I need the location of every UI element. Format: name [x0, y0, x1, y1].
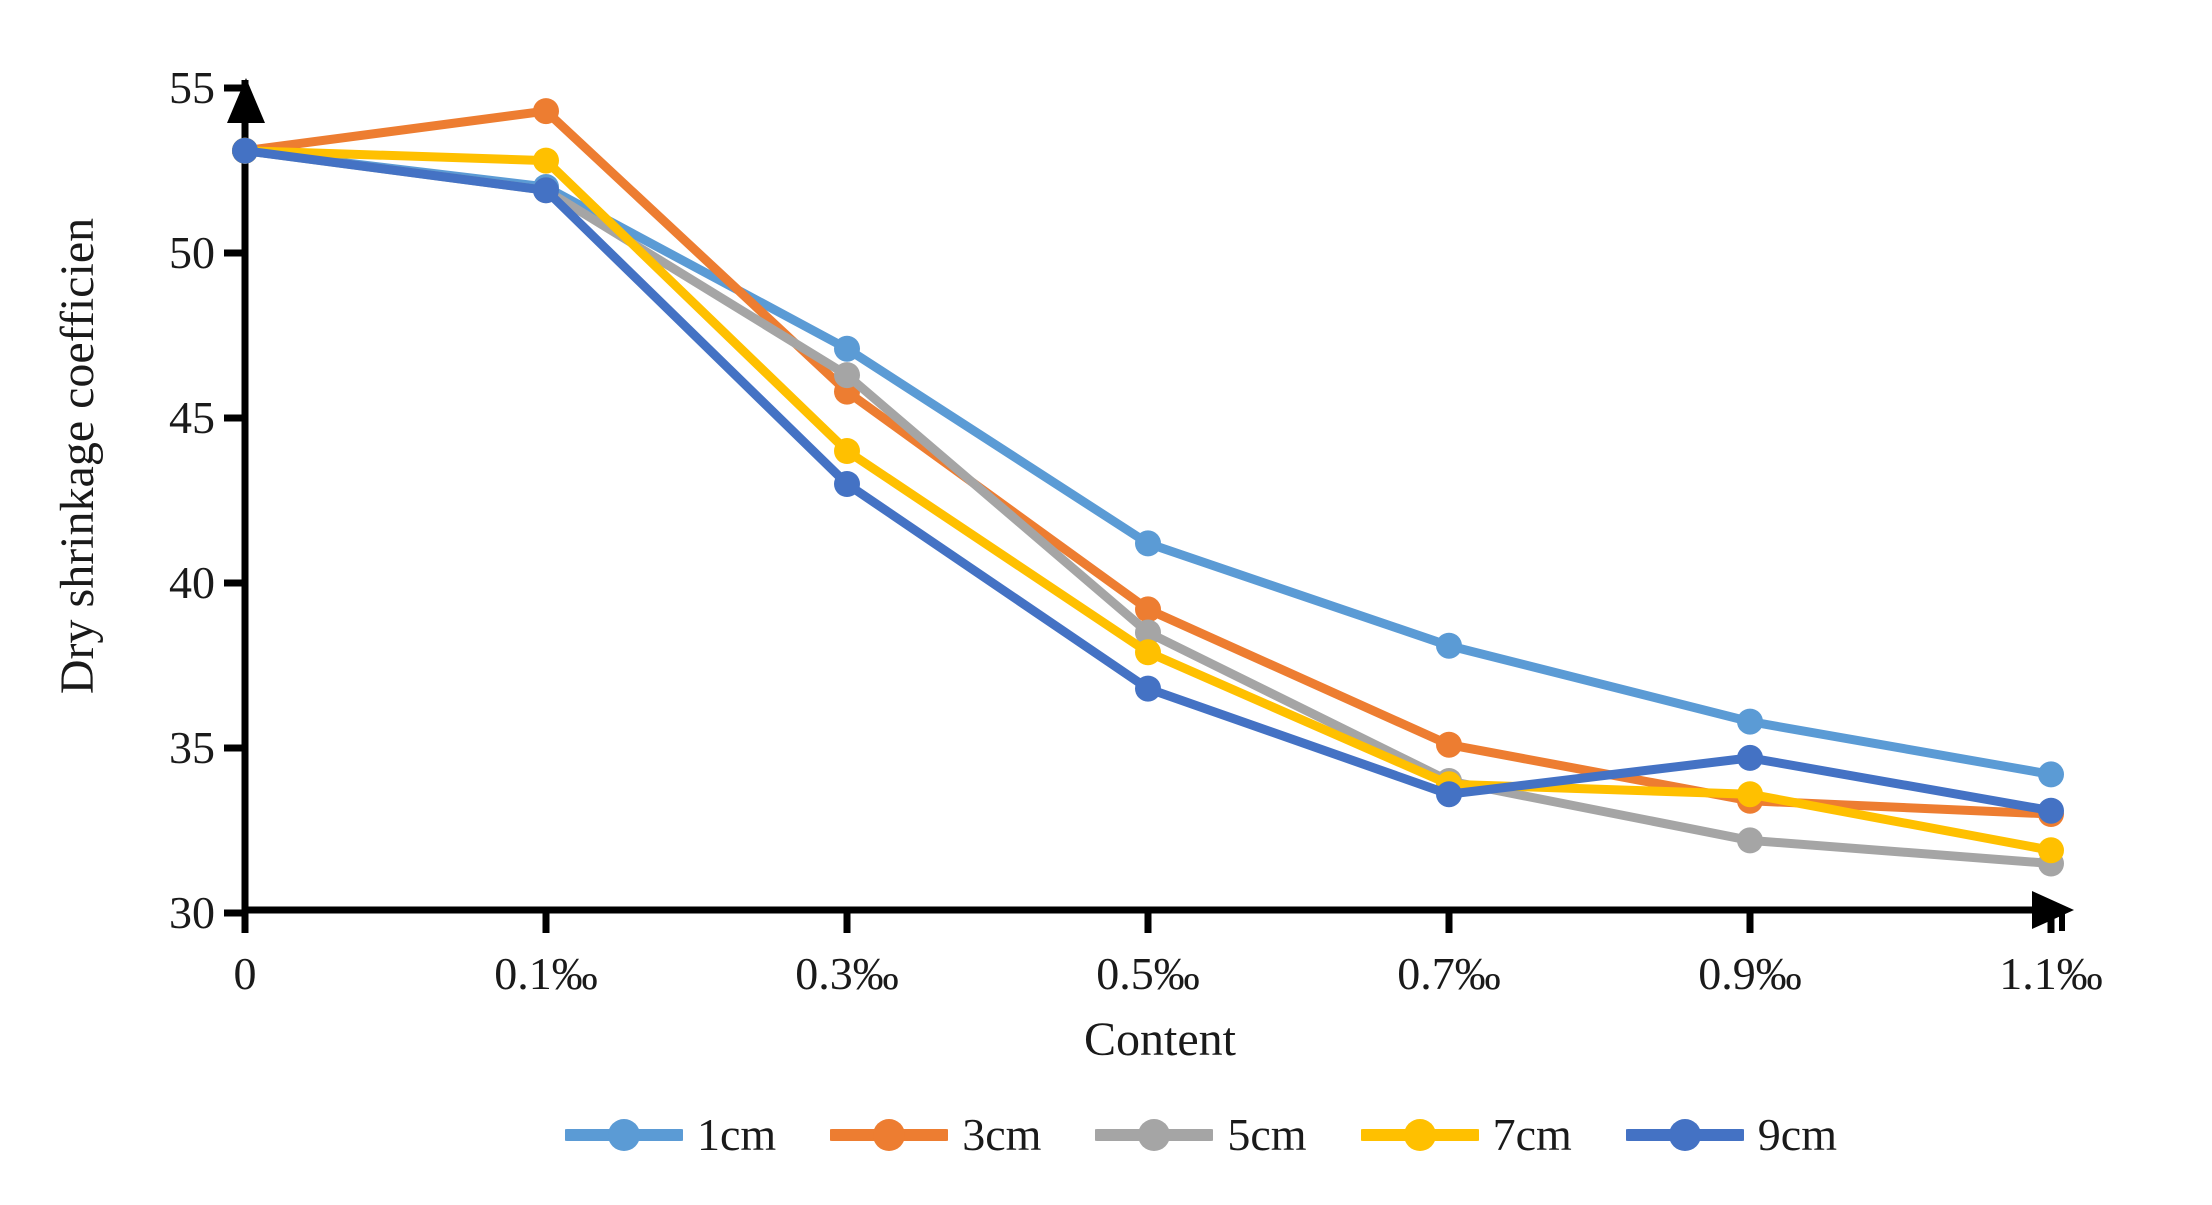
data-point-9cm-0: [232, 137, 258, 164]
data-point-7cm-0.3‰: [834, 438, 860, 464]
series-line-9cm: [240, 146, 2056, 816]
y-tick-label: 30: [169, 887, 215, 938]
legend-marker-icon: [1360, 1119, 1479, 1151]
x-tick-label: 0.1‰: [494, 948, 598, 999]
y-tick-label: 55: [169, 62, 215, 113]
data-point-7cm-0.1‰: [533, 147, 559, 174]
y-tick-label: 45: [169, 392, 215, 443]
legend-marker-icon: [564, 1119, 683, 1151]
data-point-1cm-0.3‰: [834, 335, 860, 362]
data-point-7cm-0.5‰: [1135, 639, 1161, 666]
data-point-9cm-0.5‰: [1135, 675, 1161, 702]
data-point-3cm-0.7‰: [1436, 731, 1462, 758]
x-tick-label: 0.3‰: [795, 948, 899, 999]
axes: [224, 78, 2074, 933]
chart-legend: 1cm 3cm 5cm 7cm 9cm: [190, 1103, 2212, 1167]
data-point-5cm-0.9‰: [1737, 827, 1763, 854]
data-point-1cm-0.5‰: [1135, 530, 1161, 557]
legend-label: 1cm: [696, 1109, 777, 1160]
series-line-3cm: [240, 106, 2056, 819]
x-tick-label: 0.5‰: [1096, 948, 1200, 999]
legend-label: 9cm: [1757, 1109, 1837, 1160]
legend-marker-icon: [1625, 1119, 1744, 1151]
data-point-1cm-1.1‰: [2038, 761, 2064, 788]
series-line-7cm: [240, 146, 2056, 855]
x-tick-label: 1.1‰: [1999, 948, 2103, 999]
legend-label: 3cm: [962, 1109, 1042, 1160]
data-point-9cm-0.3‰: [834, 471, 860, 497]
data-point-1cm-0.7‰: [1436, 632, 1462, 659]
series-line-5cm: [240, 146, 2056, 868]
legend-marker-icon: [1095, 1119, 1214, 1151]
data-point-1cm-0.9‰: [1737, 708, 1763, 735]
series-3cm: [232, 98, 2064, 827]
data-point-9cm-0.1‰: [533, 177, 559, 204]
y-tick-label: 50: [169, 227, 215, 278]
data-point-5cm-0.3‰: [834, 362, 860, 389]
y-axis-title: Dry shrinkage coefficien: [51, 217, 104, 695]
data-point-3cm-0.1‰: [533, 98, 559, 125]
data-point-9cm-0.7‰: [1436, 781, 1462, 808]
x-tick-label: 0.9‰: [1698, 948, 1802, 999]
y-axis-arrow-icon: [227, 78, 265, 123]
series-7cm: [232, 137, 2064, 864]
data-point-9cm-1.1‰: [2038, 797, 2064, 824]
data-point-7cm-0.9‰: [1737, 781, 1763, 808]
x-tick-label: 0.7‰: [1397, 948, 1501, 999]
x-axis-title: Content: [1084, 1013, 1236, 1066]
x-tick-label: 0: [233, 948, 257, 999]
legend-marker-icon: [830, 1119, 949, 1151]
data-point-3cm-0.5‰: [1135, 596, 1161, 623]
legend-label: 7cm: [1492, 1109, 1572, 1160]
y-tick-label: 35: [169, 722, 215, 773]
series-9cm: [232, 137, 2064, 824]
legend-label: 5cm: [1227, 1109, 1307, 1160]
y-tick-label: 40: [169, 557, 215, 608]
data-point-5cm-0.5‰: [1135, 619, 1161, 646]
legend-item-5cm: 5cm: [1095, 1109, 1307, 1161]
data-point-9cm-0.9‰: [1737, 744, 1763, 771]
legend-item-1cm: 1cm: [564, 1109, 777, 1161]
legend-item-7cm: 7cm: [1360, 1109, 1572, 1161]
data-point-7cm-1.1‰: [2038, 837, 2064, 864]
legend-item-3cm: 3cm: [830, 1109, 1041, 1161]
legend-item-9cm: 9cm: [1625, 1109, 1837, 1161]
